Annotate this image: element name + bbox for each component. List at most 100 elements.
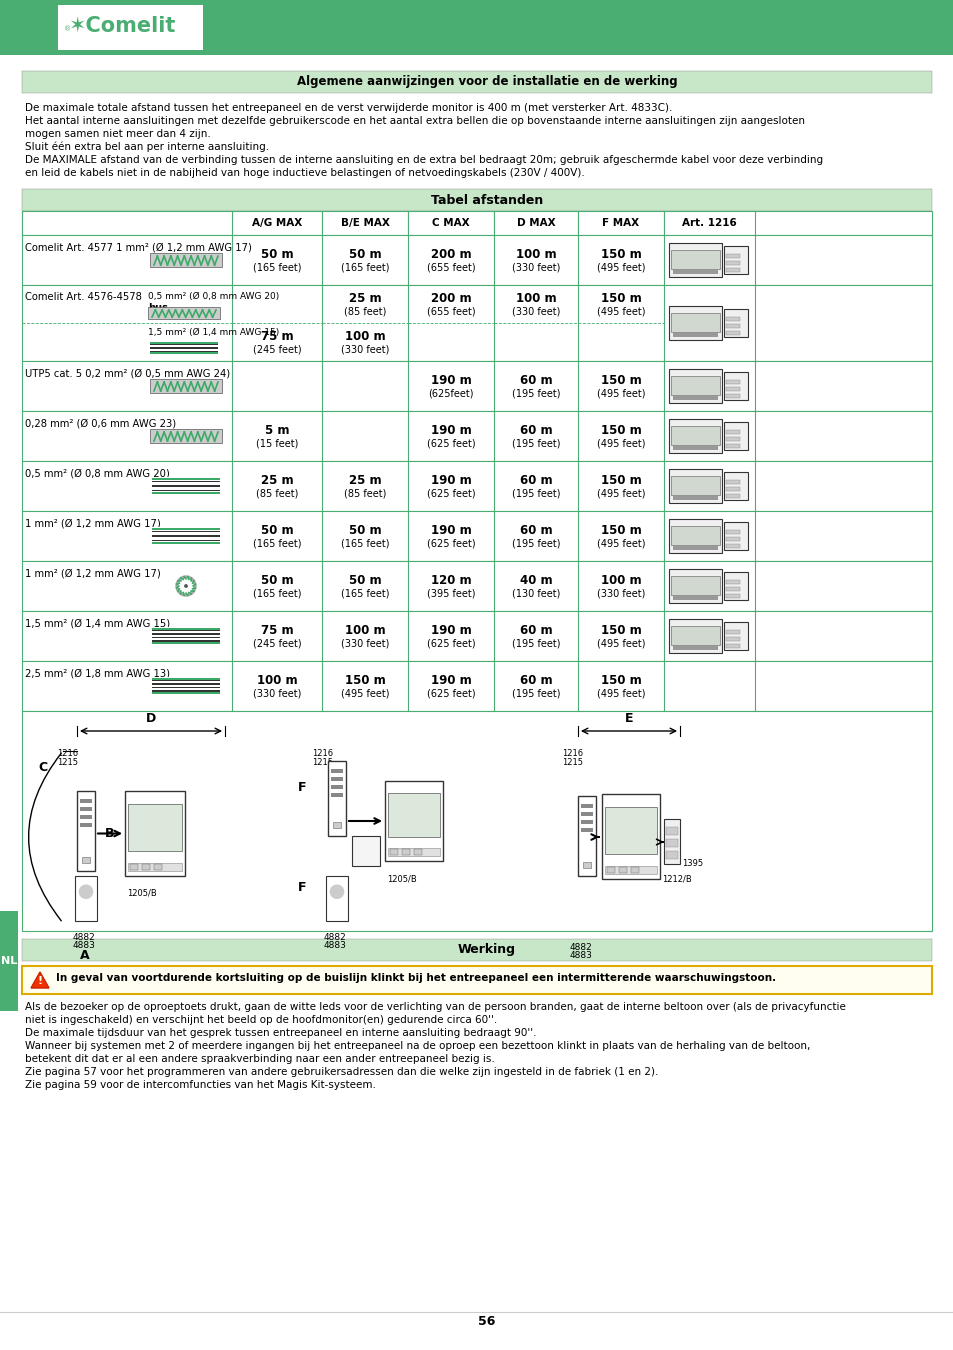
Text: (495 feet): (495 feet) (597, 306, 644, 316)
Bar (672, 595, 717, 599)
Text: (195 feet): (195 feet) (511, 387, 559, 398)
Text: 1212/B: 1212/B (661, 873, 691, 883)
Text: 40 m: 40 m (519, 574, 552, 586)
Text: 50 m: 50 m (349, 524, 381, 536)
Bar (725, 394, 740, 398)
Text: 50 m: 50 m (349, 574, 381, 586)
Bar (630, 867, 639, 873)
Bar (672, 495, 717, 500)
Text: 190 m: 190 m (430, 674, 471, 687)
Text: 100 m: 100 m (516, 292, 556, 305)
Text: 190 m: 190 m (430, 624, 471, 636)
Text: (625 feet): (625 feet) (426, 487, 475, 498)
Text: C MAX: C MAX (432, 217, 469, 228)
Text: De MAXIMALE afstand van de verbinding tussen de interne aansluiting en de extra : De MAXIMALE afstand van de verbinding tu… (25, 155, 822, 165)
Bar (333, 822, 340, 828)
Text: 100 m: 100 m (256, 674, 297, 687)
Bar (22, 211, 931, 235)
Bar (606, 867, 615, 873)
Bar (22, 711, 931, 932)
Bar (331, 778, 343, 782)
Bar (414, 849, 421, 855)
Bar (152, 628, 220, 630)
Text: Comelit Art. 4577 1 mm² (Ø 1,2 mm AWG 17): Comelit Art. 4577 1 mm² (Ø 1,2 mm AWG 17… (25, 242, 252, 252)
Text: 190 m: 190 m (430, 424, 471, 436)
Bar (153, 864, 162, 869)
Text: Sluit één extra bel aan per interne aansluiting.: Sluit één extra bel aan per interne aans… (25, 142, 269, 153)
Bar (725, 587, 740, 591)
Text: 50 m: 50 m (260, 524, 293, 536)
Text: bus: bus (148, 302, 168, 313)
Bar (152, 541, 220, 544)
Text: (165 feet): (165 feet) (253, 589, 301, 598)
Bar (388, 792, 439, 837)
Bar (152, 531, 220, 532)
Bar (152, 491, 220, 494)
Text: 100 m: 100 m (516, 247, 556, 261)
Bar (604, 807, 657, 853)
Text: 1216: 1216 (561, 749, 582, 757)
Text: (395 feet): (395 feet) (426, 589, 475, 598)
Text: Het aantal interne aansluitingen met dezelfde gebruikerscode en het aantal extra: Het aantal interne aansluitingen met dez… (25, 116, 804, 126)
Text: 60 m: 60 m (519, 474, 552, 486)
Bar (22, 562, 931, 612)
Text: (655 feet): (655 feet) (426, 306, 475, 316)
Text: A: A (80, 949, 90, 963)
Text: 150 m: 150 m (600, 374, 640, 386)
Circle shape (175, 576, 195, 595)
Text: D: D (146, 711, 156, 725)
Text: (165 feet): (165 feet) (340, 539, 389, 548)
Bar (22, 612, 931, 662)
Bar (580, 819, 593, 823)
Bar (725, 531, 740, 535)
Bar (152, 693, 220, 694)
Text: 4883: 4883 (569, 950, 592, 960)
Bar (725, 324, 740, 328)
Bar (668, 568, 720, 603)
Text: (625 feet): (625 feet) (426, 437, 475, 448)
Bar (672, 647, 717, 649)
Bar (668, 306, 720, 340)
Text: 150 m: 150 m (600, 292, 640, 305)
Text: power: power (148, 339, 182, 350)
Bar (0, 911, 18, 1011)
Bar (725, 437, 740, 441)
Bar (725, 594, 740, 598)
Bar (580, 805, 593, 809)
Text: E: E (624, 711, 633, 725)
Text: Algemene aanwijzingen voor de installatie en de werking: Algemene aanwijzingen voor de installati… (296, 74, 677, 88)
Text: B: B (105, 828, 114, 840)
Text: !: ! (37, 976, 43, 986)
Bar (130, 864, 138, 869)
Text: 25 m: 25 m (260, 474, 293, 486)
Text: (245 feet): (245 feet) (253, 639, 301, 648)
Text: (195 feet): (195 feet) (511, 437, 559, 448)
Bar (725, 387, 740, 392)
Bar (401, 849, 410, 855)
Bar (152, 640, 220, 641)
Text: 120 m: 120 m (430, 574, 471, 586)
Bar (152, 540, 220, 541)
Text: (330 feet): (330 feet) (340, 639, 389, 648)
Text: 100 m: 100 m (344, 329, 385, 343)
Bar (150, 351, 218, 352)
Bar (672, 545, 717, 549)
Text: (330 feet): (330 feet) (253, 688, 301, 698)
Text: 25 m: 25 m (349, 292, 381, 305)
Bar (150, 342, 218, 344)
Bar (723, 522, 747, 549)
Bar (152, 643, 220, 644)
Text: (330 feet): (330 feet) (340, 344, 389, 354)
Bar (670, 250, 719, 269)
Bar (152, 678, 220, 680)
Text: De maximale totale afstand tussen het entreepaneel en de verst verwijderde monit: De maximale totale afstand tussen het en… (25, 103, 672, 113)
Bar (0, 0, 953, 55)
Text: 200 m: 200 m (430, 292, 471, 305)
Bar (80, 807, 91, 811)
Circle shape (330, 886, 343, 898)
Text: 190 m: 190 m (430, 374, 471, 386)
Text: NL: NL (1, 956, 17, 967)
Bar (150, 379, 222, 393)
Bar (668, 369, 720, 404)
Text: 60 m: 60 m (519, 674, 552, 687)
